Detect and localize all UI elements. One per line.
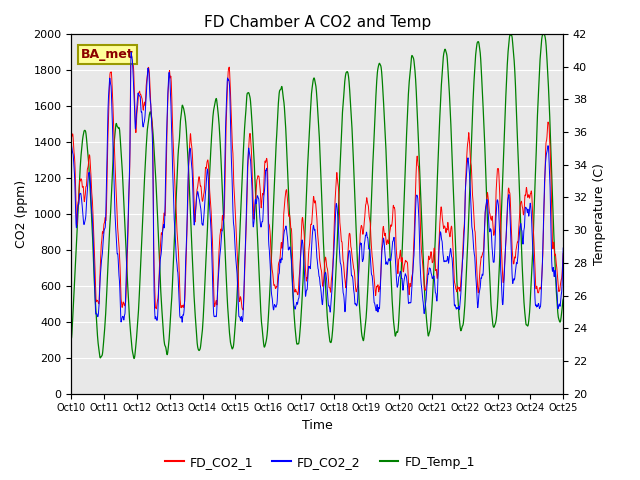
Title: FD Chamber A CO2 and Temp: FD Chamber A CO2 and Temp (204, 15, 431, 30)
Y-axis label: Temperature (C): Temperature (C) (593, 163, 605, 264)
Text: BA_met: BA_met (81, 48, 134, 61)
Legend: FD_CO2_1, FD_CO2_2, FD_Temp_1: FD_CO2_1, FD_CO2_2, FD_Temp_1 (160, 451, 480, 474)
Y-axis label: CO2 (ppm): CO2 (ppm) (15, 180, 28, 248)
X-axis label: Time: Time (302, 419, 333, 432)
